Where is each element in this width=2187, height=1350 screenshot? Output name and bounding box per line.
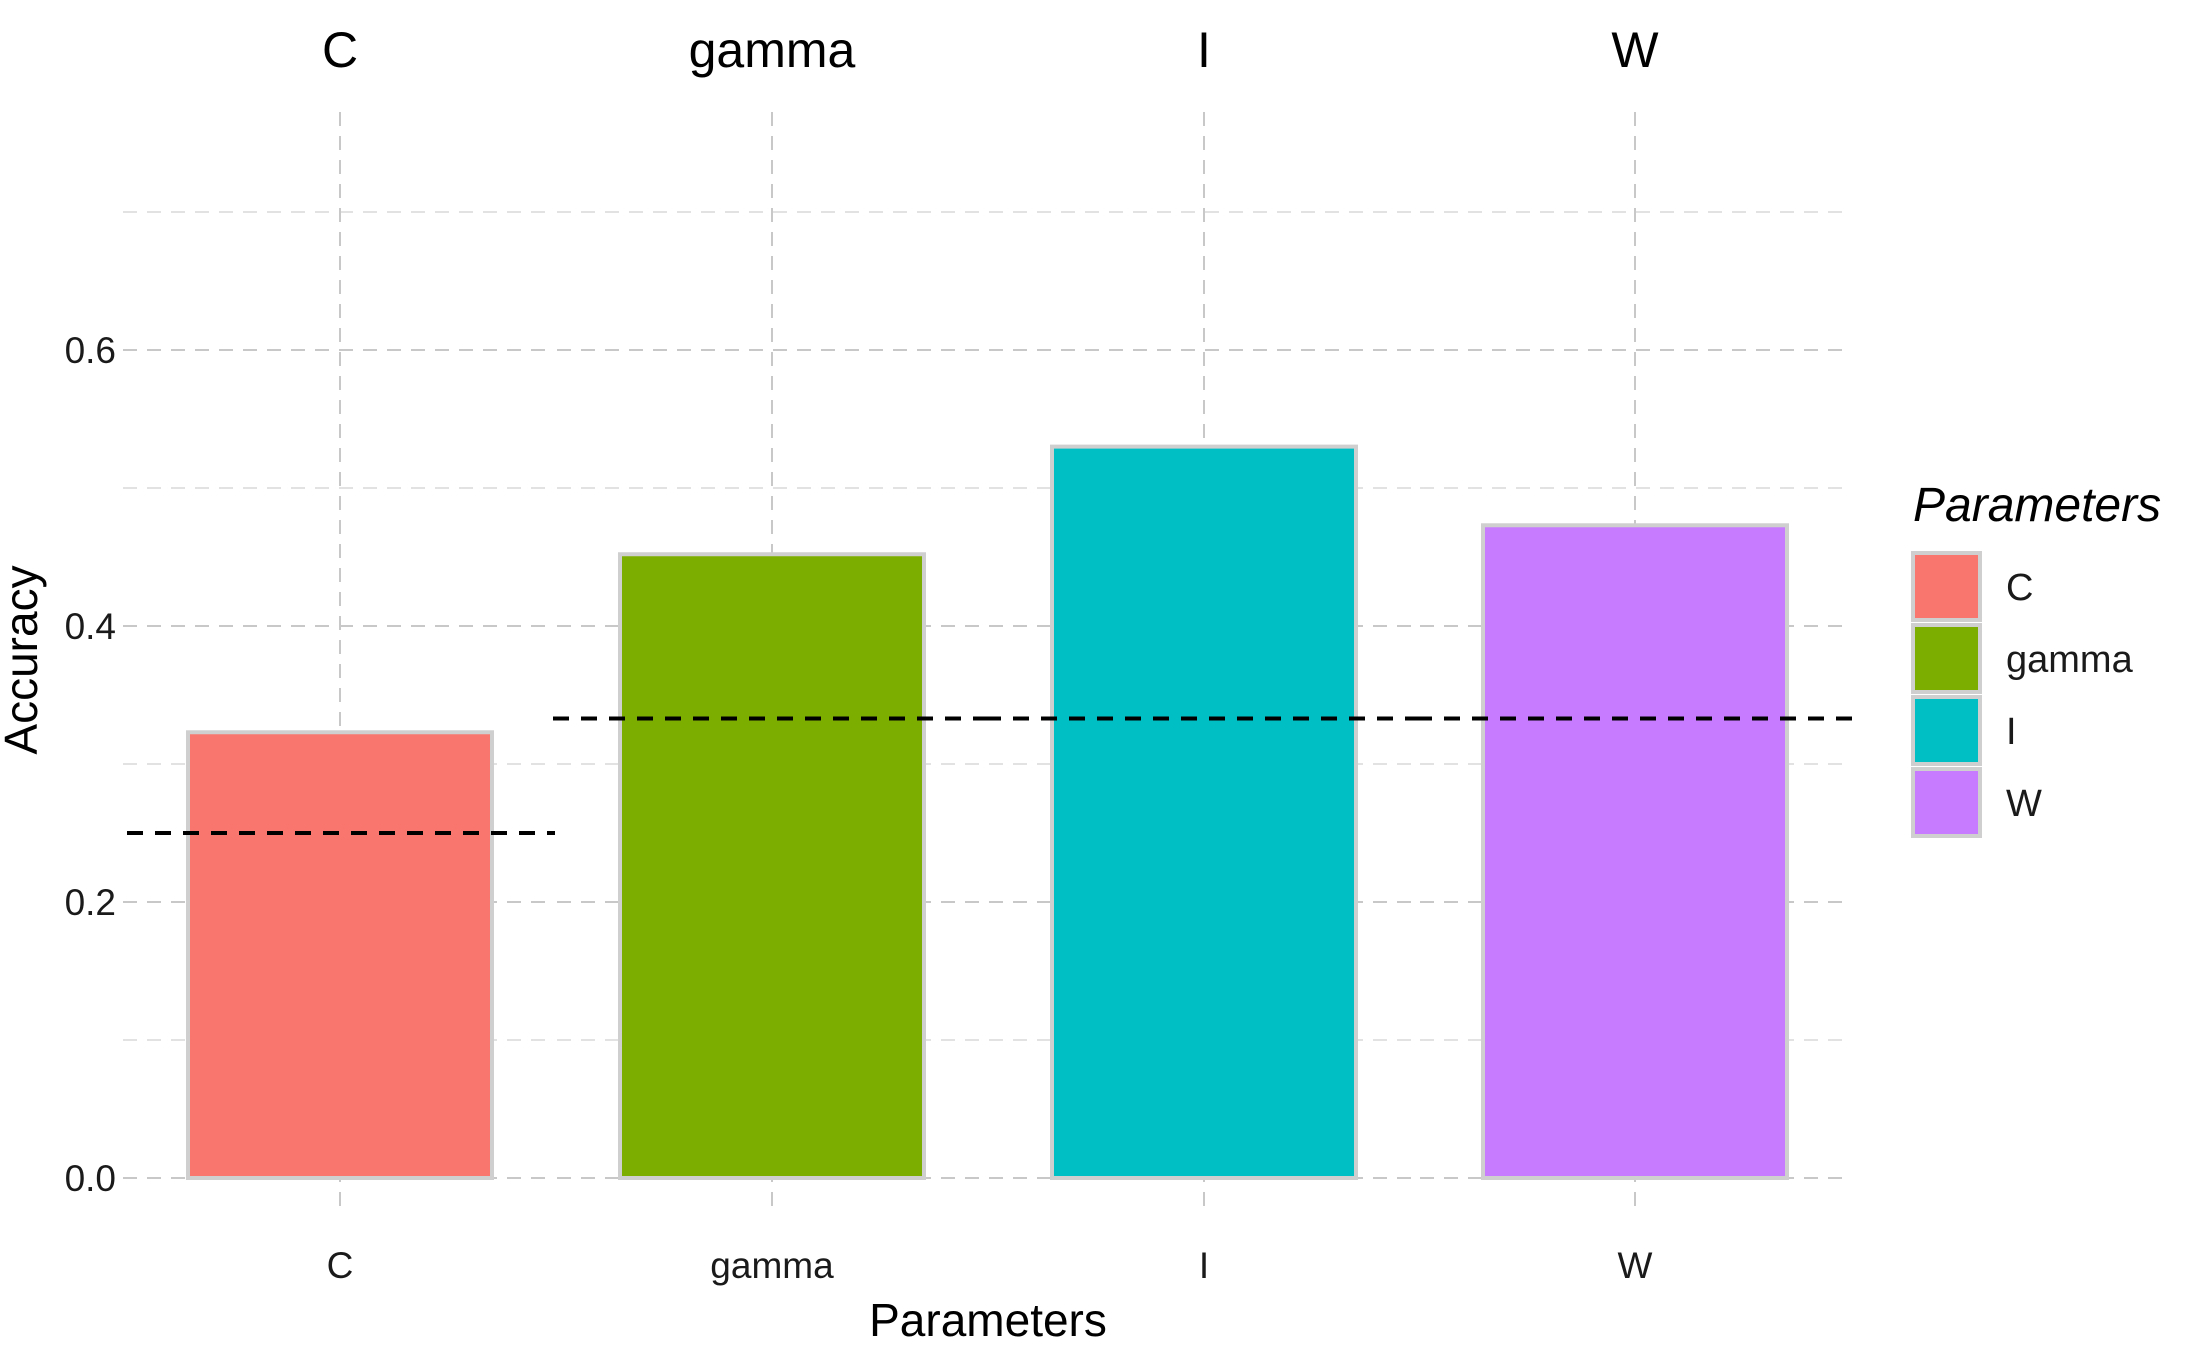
bar-C (186, 730, 494, 1180)
legend-title: Parameters (1913, 479, 2161, 532)
y-tick-label: 0.4 (65, 606, 116, 647)
facet-strip-label: W (1611, 22, 1659, 78)
x-axis-title: Parameters (869, 1294, 1107, 1346)
bar-gamma (618, 552, 926, 1180)
x-tick-label: W (1618, 1245, 1653, 1286)
legend-key-gamma (1911, 623, 1982, 694)
facet-strip-label: gamma (689, 22, 856, 78)
y-axis-title: Accuracy (0, 565, 47, 754)
x-tick-label: I (1199, 1245, 1209, 1286)
legend-key-I (1911, 695, 1982, 766)
x-tick-label: C (327, 1245, 354, 1286)
reference-lines (127, 716, 1855, 835)
legend-label: I (2006, 711, 2017, 753)
y-axis-ticks: 0.0 0.2 0.4 0.6 (65, 330, 116, 1199)
legend-label: W (2006, 783, 2042, 825)
legend-label: gamma (2006, 639, 2134, 681)
bar-I (1050, 444, 1358, 1181)
bar-W (1481, 523, 1789, 1180)
legend-key-C (1911, 551, 1982, 622)
bars (186, 444, 1789, 1181)
y-tick-label: 0.6 (65, 330, 116, 371)
facet-strip-label: I (1197, 22, 1211, 78)
legend-label: C (2006, 567, 2033, 609)
legend-key-W (1911, 767, 1982, 838)
y-tick-label: 0.0 (65, 1158, 116, 1199)
y-tick-label: 0.2 (65, 882, 116, 923)
x-tick-label: gamma (710, 1245, 834, 1286)
facet-strip-label: C (322, 22, 358, 78)
